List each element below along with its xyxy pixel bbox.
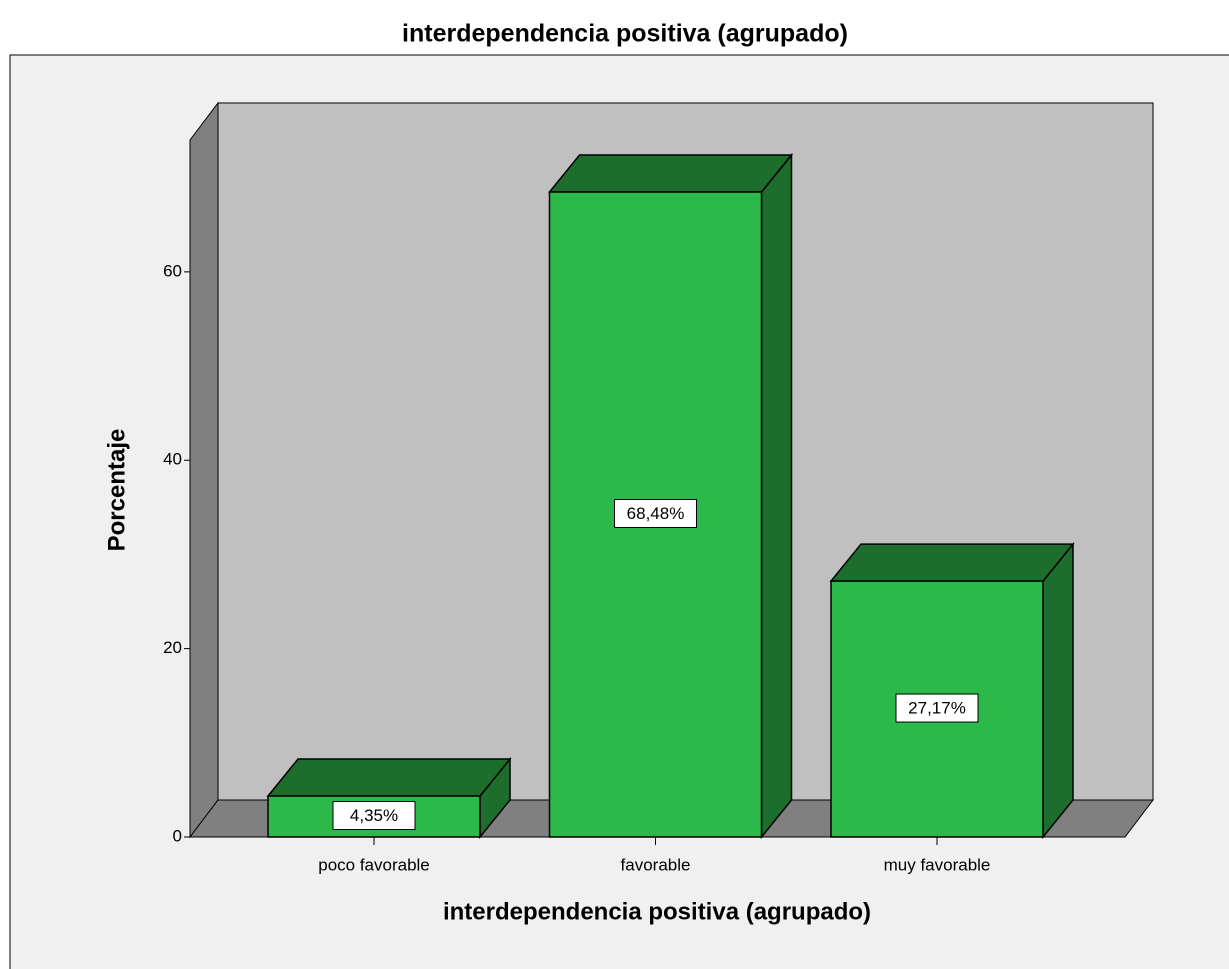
x-axis-title: interdependencia positiva (agrupado): [443, 898, 871, 925]
value-label: 27,17%: [908, 699, 966, 718]
bar-side: [1042, 541, 1074, 840]
y-tick-label: 0: [173, 826, 182, 845]
y-tick-label: 40: [163, 450, 182, 469]
y-tick-label: 20: [163, 638, 182, 657]
bar-top: [829, 543, 1075, 582]
x-tick-label: favorable: [621, 855, 691, 874]
bar-side: [760, 152, 793, 840]
value-label: 4,35%: [350, 806, 398, 825]
x-tick-label: poco favorable: [318, 855, 430, 874]
value-label-box: [895, 693, 979, 723]
y-axis-title: Porcentaje: [103, 429, 130, 552]
bar-top: [266, 758, 512, 797]
value-label: 68,48%: [627, 504, 685, 523]
side-wall: [189, 101, 219, 839]
y-tick-label: 60: [163, 261, 182, 280]
chart-title: interdependencia positiva (agrupado): [402, 20, 848, 48]
bar-top: [547, 154, 794, 193]
x-tick-label: muy favorable: [884, 855, 991, 874]
value-label-box: [614, 498, 697, 528]
value-label-box: [332, 801, 416, 831]
